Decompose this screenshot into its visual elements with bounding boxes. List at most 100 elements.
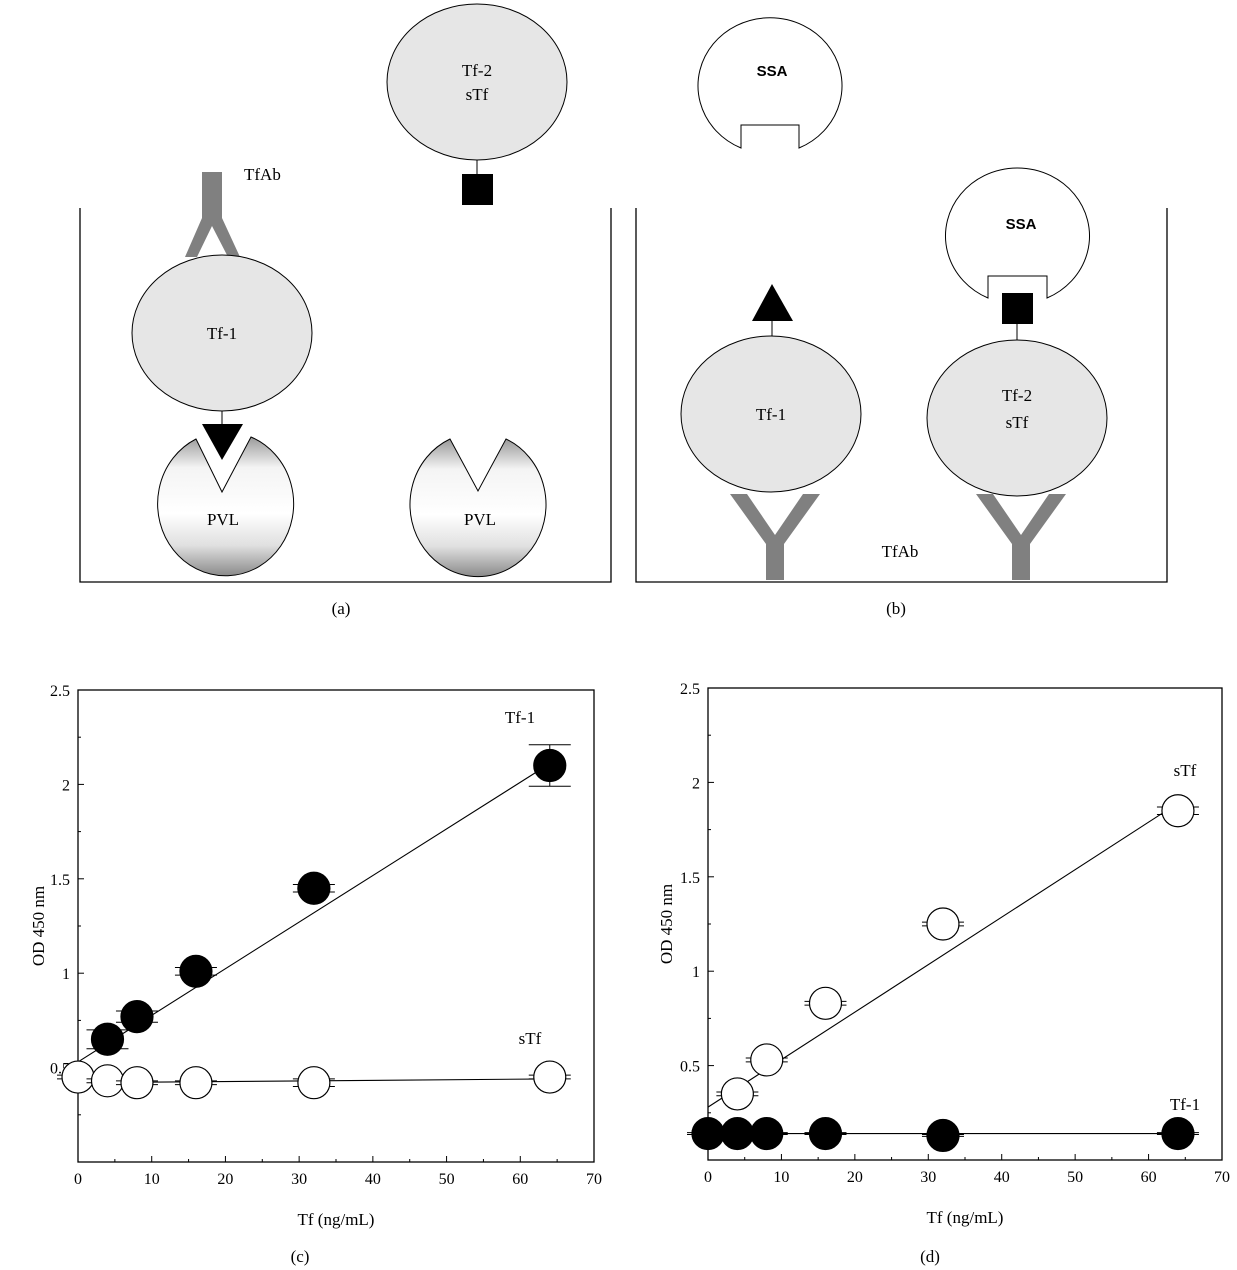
chart-c-xtick-label: 10 <box>144 1171 160 1188</box>
chart-d-point-tf1 <box>808 1116 843 1151</box>
panel-b-tf1-label: Tf-1 <box>756 405 786 424</box>
panel-a-antibody-shape <box>185 172 240 257</box>
panel-a-tf2-circle <box>386 3 568 161</box>
panel-b-antibody-left <box>730 494 820 580</box>
chart-d-frame <box>707 687 1223 1161</box>
chart-c-ytick-label: 1 <box>62 966 70 983</box>
chart-d-ytick-label: 2.5 <box>680 681 700 698</box>
chart-d-point-stf <box>750 1043 784 1077</box>
chart-d-ytick-label: 2 <box>692 775 700 792</box>
chart-d-xtick-label: 10 <box>773 1169 789 1186</box>
panel-a-stf-label: sTf <box>466 85 489 104</box>
chart-c-point-stf <box>120 1066 154 1100</box>
chart-d-series-label-stf: sTf <box>1174 761 1197 780</box>
panel-a-tf1-triangle <box>202 424 243 460</box>
panel-b-tf2-label: Tf-2 <box>1002 386 1032 405</box>
chart-d-xtick-label: 40 <box>994 1169 1010 1186</box>
chart-c-xtick-label: 30 <box>291 1171 307 1188</box>
panel-b-ssa-free-label: SSA <box>757 63 788 80</box>
panel-a-tf2-square <box>462 174 493 205</box>
panel-a-tf1-label: Tf-1 <box>207 324 237 343</box>
chart-d-ticks: 0 10 20 30 40 50 60 70 0.5 1 1.5 2 2.5 <box>680 681 1230 1186</box>
panel-a-tfab-label: TfAb <box>244 165 281 184</box>
chart-c-ticks: 0 10 20 30 40 50 60 700.511.522.5 <box>50 683 602 1188</box>
chart-d-point-stf <box>1161 794 1195 828</box>
chart-d-point-tf1 <box>691 1116 725 1151</box>
panel-b-tfab-label: TfAb <box>882 542 919 561</box>
chart-d-xtick-label: 20 <box>847 1169 863 1186</box>
chart-c-xtick-label: 0 <box>74 1171 82 1188</box>
chart-c-point-tf1 <box>297 871 331 905</box>
chart-d-point-tf1 <box>720 1116 754 1151</box>
chart-c-xlabel: Tf (ng/mL) <box>298 1210 375 1229</box>
chart-c-ytick-label: 2 <box>62 777 70 794</box>
chart-c-point-tf1 <box>90 1022 125 1056</box>
panel-b-square <box>1002 293 1033 324</box>
chart-c-point-tf1 <box>120 1000 154 1034</box>
chart-c-series-label-tf1: Tf-1 <box>505 708 535 727</box>
chart-d-ylabel: OD 450 nm <box>657 884 676 964</box>
chart-d-ytick-label: 0.5 <box>680 1059 700 1076</box>
chart-d-ytick-label: 1 <box>692 964 700 981</box>
chart-d-point-tf1 <box>926 1118 960 1153</box>
chart-c-ylabel: OD 450 nm <box>29 886 48 966</box>
chart-d-fit-line-stf <box>707 802 1179 1108</box>
chart-c-ytick-label: 1.5 <box>50 872 70 889</box>
chart-c-point-stf <box>533 1060 567 1094</box>
panel-b-antibody-right <box>976 494 1066 580</box>
chart-c-xtick-label: 20 <box>217 1171 233 1188</box>
chart-c-fit-lines <box>77 763 551 1084</box>
panel-a-pvl-right <box>409 438 547 578</box>
panel-a-pvl-left <box>157 436 295 577</box>
chart-c-fit-line-tf1 <box>77 763 551 1063</box>
panel-b-ssa-free <box>697 17 843 149</box>
chart-d-xtick-label: 60 <box>1141 1169 1157 1186</box>
chart-c: 0 10 20 30 40 50 60 700.511.522.5 Tf (ng/mL) OD… <box>29 683 602 1266</box>
chart-d-series-label-tf1: Tf-1 <box>1170 1095 1200 1114</box>
panel-b-tf1-triangle <box>752 284 793 321</box>
chart-c-point-stf <box>61 1060 95 1094</box>
panel-a-tf2-label: Tf-2 <box>462 61 492 80</box>
panel-b-stf-label: sTf <box>1006 413 1029 432</box>
chart-c-ytick-label: 2.5 <box>50 683 70 700</box>
chart-c-point-tf1 <box>533 748 567 783</box>
chart-d-point-tf1 <box>1161 1116 1195 1151</box>
chart-c-markers <box>57 744 571 1100</box>
chart-d-ytick-label: 1.5 <box>680 870 700 887</box>
chart-d-xtick-label: 70 <box>1214 1169 1230 1186</box>
panel-a-well <box>79 208 612 583</box>
chart-d: 0 10 20 30 40 50 60 70 0.5 1 1.5 2 2.5 Tf (ng/mL) OD… <box>657 681 1230 1266</box>
chart-d-xtick-label: 50 <box>1067 1169 1083 1186</box>
chart-c-point-stf <box>297 1066 331 1100</box>
chart-c-caption: (c) <box>291 1247 310 1266</box>
panel-a-caption: (a) <box>332 599 351 618</box>
panel-b-well <box>635 208 1168 583</box>
chart-d-markers <box>687 794 1199 1153</box>
panel-b-tf2-circle <box>926 339 1108 497</box>
panel-b-ssa-bound <box>945 167 1090 299</box>
panel-b-caption: (b) <box>886 599 906 618</box>
chart-d-point-stf <box>720 1077 754 1111</box>
chart-d-caption: (d) <box>920 1247 940 1266</box>
chart-c-xtick-label: 50 <box>439 1171 455 1188</box>
panel-b-ssa-bound-label: SSA <box>1006 216 1037 233</box>
panel-b-tf1-circle <box>680 335 862 493</box>
chart-c-xtick-label: 60 <box>512 1171 528 1188</box>
panel-a-diagram: TfAb Tf-1 Tf-2 sTf PVL PVL (a) <box>79 3 612 618</box>
chart-d-xtick-label: 30 <box>920 1169 936 1186</box>
chart-d-point-stf <box>808 986 843 1020</box>
panel-a-pvl-left-label: PVL <box>207 510 239 529</box>
chart-d-point-stf <box>926 907 960 941</box>
chart-d-xtick-label: 0 <box>704 1169 712 1186</box>
chart-c-point-stf <box>179 1066 213 1100</box>
chart-c-xtick-label: 70 <box>586 1171 602 1188</box>
chart-d-point-tf1 <box>750 1116 784 1151</box>
chart-c-series-label-stf: sTf <box>519 1029 542 1048</box>
chart-c-xtick-label: 40 <box>365 1171 381 1188</box>
chart-c-point-tf1 <box>179 954 213 988</box>
chart-d-xlabel: Tf (ng/mL) <box>927 1208 1004 1227</box>
chart-d-fit-lines <box>707 802 1179 1135</box>
panel-a-pvl-right-label: PVL <box>464 510 496 529</box>
chart-c-frame <box>77 689 595 1163</box>
